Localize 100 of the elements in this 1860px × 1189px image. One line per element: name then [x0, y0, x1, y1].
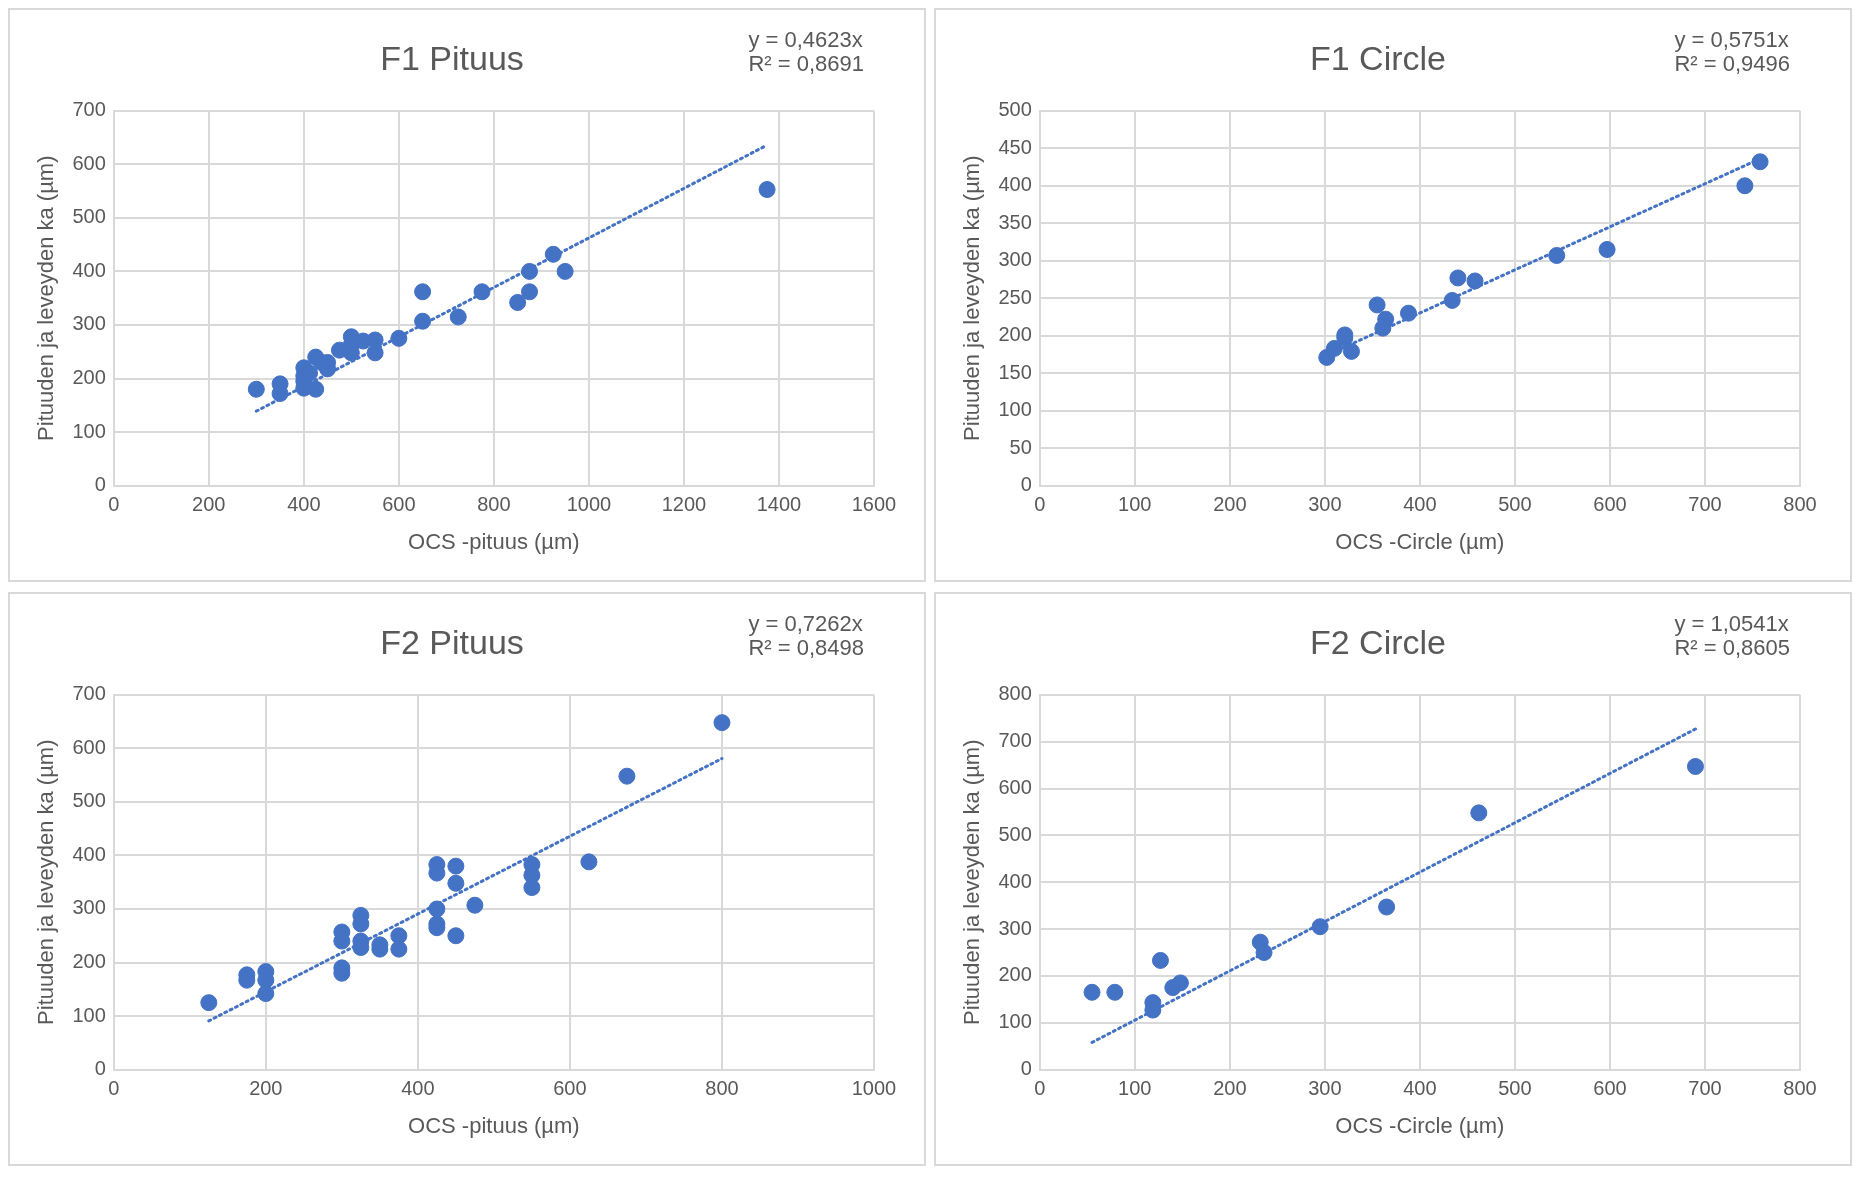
point [257, 985, 275, 1003]
y-tick-label: 600 [72, 151, 106, 174]
point [473, 283, 491, 301]
x-axis-title: OCS -Circle (µm) [1335, 1112, 1505, 1138]
point [307, 380, 325, 398]
point [390, 940, 408, 958]
y-tick-label: 800 [998, 682, 1032, 705]
y-tick-label: 150 [998, 360, 1032, 383]
y-tick-label: 400 [998, 869, 1032, 892]
x-tick-label: 800 [1783, 493, 1817, 516]
y-tick-label: 700 [72, 682, 106, 705]
y-tick-label: 200 [72, 950, 106, 973]
x-tick-label: 600 [553, 1077, 587, 1100]
point [1378, 898, 1396, 916]
x-tick-label: 700 [1688, 493, 1722, 516]
point [1548, 246, 1566, 264]
x-tick-label: 1400 [756, 493, 802, 516]
y-tick-label: 0 [94, 1057, 106, 1080]
x-tick-label: 0 [108, 493, 120, 516]
x-tick-label: 300 [1308, 1077, 1342, 1100]
y-tick-label: 400 [998, 173, 1032, 196]
point [390, 329, 408, 347]
chart-title: F2 Circle [1309, 622, 1447, 661]
point [1736, 177, 1754, 195]
point [449, 308, 467, 326]
y-tick-label: 200 [998, 963, 1032, 986]
y-tick-label: 200 [72, 366, 106, 389]
y-tick-label: 500 [998, 98, 1032, 121]
y-tick-label: 100 [998, 1010, 1032, 1033]
x-tick-label: 100 [1118, 1077, 1152, 1100]
point [1255, 943, 1273, 961]
x-tick-label: 500 [1498, 493, 1532, 516]
x-tick-label: 500 [1498, 1077, 1532, 1100]
y-tick-label: 0 [94, 473, 106, 496]
y-tick-label: 100 [998, 398, 1032, 421]
y-tick-label: 100 [72, 419, 106, 442]
point [1325, 339, 1343, 357]
y-tick-label: 100 [72, 1003, 106, 1026]
point [713, 714, 731, 732]
text: R² = 0,8691 [748, 51, 864, 77]
x-tick-label: 200 [192, 493, 226, 516]
point [247, 380, 265, 398]
point [1443, 291, 1461, 309]
point [200, 994, 218, 1012]
point [556, 262, 574, 280]
point [447, 874, 465, 892]
point [1377, 310, 1395, 328]
point [758, 181, 776, 199]
x-axis-title: OCS -Circle (µm) [1335, 528, 1505, 554]
y-tick-label: 500 [998, 822, 1032, 845]
text: R² = 0,8605 [1674, 635, 1790, 661]
point [1171, 974, 1189, 992]
text: y = 0,7262x [748, 611, 863, 637]
text: y = 0,5751x [1674, 27, 1789, 53]
point [414, 283, 432, 301]
text: R² = 0,8498 [748, 635, 864, 661]
y-tick-label: 500 [72, 205, 106, 228]
x-tick-label: 200 [1213, 493, 1247, 516]
text: R² = 0,9496 [1674, 51, 1790, 77]
y-tick-label: 50 [1009, 435, 1032, 458]
x-tick-label: 700 [1688, 1077, 1722, 1100]
x-tick-label: 400 [401, 1077, 435, 1100]
point [447, 857, 465, 875]
x-tick-label: 1600 [851, 493, 897, 516]
x-tick-label: 200 [1213, 1077, 1247, 1100]
x-tick-label: 800 [1783, 1077, 1817, 1100]
chart-title: F1 Pituus [380, 38, 524, 77]
x-tick-label: 0 [1034, 1077, 1046, 1100]
y-tick-label: 450 [998, 135, 1032, 158]
point [1449, 269, 1467, 287]
x-tick-label: 200 [249, 1077, 283, 1100]
y-tick-label: 400 [72, 842, 106, 865]
y-tick-label: 300 [72, 312, 106, 335]
y-tick-label: 200 [998, 323, 1032, 346]
x-tick-label: 600 [1593, 1077, 1627, 1100]
point [466, 896, 484, 914]
x-tick-label: 600 [1593, 493, 1627, 516]
y-tick-label: 300 [998, 916, 1032, 939]
y-tick-label: 500 [72, 789, 106, 812]
y-axis-title: Pituuden ja leveyden ka (µm) [959, 739, 985, 1025]
x-axis-title: OCS -pituus (µm) [408, 1112, 580, 1138]
y-tick-label: 700 [72, 98, 106, 121]
y-tick-label: 250 [998, 285, 1032, 308]
point [1466, 272, 1484, 290]
point [618, 767, 636, 785]
x-tick-label: 1200 [661, 493, 707, 516]
x-tick-label: 800 [477, 493, 511, 516]
x-tick-label: 0 [108, 1077, 120, 1100]
point [1751, 153, 1769, 171]
point [1686, 757, 1704, 775]
x-tick-label: 100 [1118, 493, 1152, 516]
point [1106, 983, 1124, 1001]
point [1151, 951, 1169, 969]
point [1399, 304, 1417, 322]
y-axis-title: Pituuden ja leveyden ka (µm) [33, 739, 59, 1025]
x-tick-label: 400 [287, 493, 321, 516]
point [1470, 804, 1488, 822]
point [523, 879, 541, 897]
y-tick-label: 0 [1020, 473, 1032, 496]
y-tick-label: 400 [72, 258, 106, 281]
